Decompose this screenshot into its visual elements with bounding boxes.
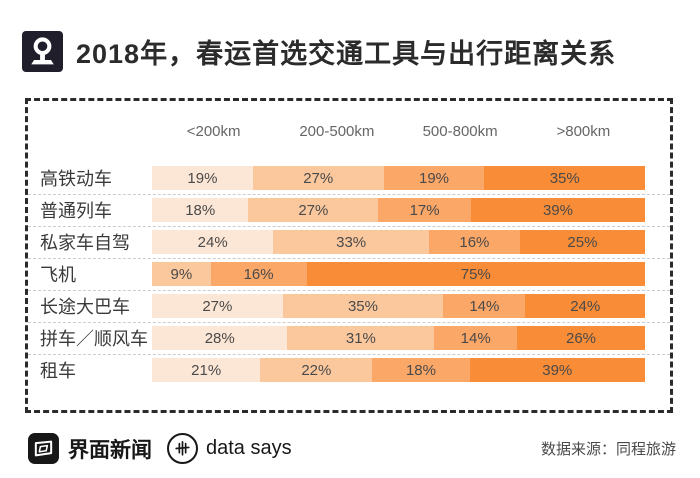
bar-segment: 21% xyxy=(152,358,261,382)
bar-segment: 31% xyxy=(287,326,435,350)
bar-segment: 18% xyxy=(152,198,249,222)
stacked-bar: 18% 27% 17% 39% xyxy=(152,198,645,222)
bar-segment: 35% xyxy=(484,166,645,190)
bar-segment: 14% xyxy=(434,326,518,350)
bar-segment: 25% xyxy=(519,230,645,254)
footer: 界面新闻 data says 数据来源：同程旅游 xyxy=(28,433,676,464)
row-label: 高铁动车 xyxy=(40,169,112,189)
chart-row: 长途大巴车 27% 35% 14% 24% xyxy=(28,294,670,323)
bar-segment: 22% xyxy=(260,358,373,382)
data-says-logo-icon xyxy=(167,433,198,464)
chart-rows: 高铁动车 19% 27% 19% 35% 普通列车 18% 27% 17% 39% 私家车自驾 24%… xyxy=(28,166,670,382)
stacked-bar: 19% 27% 19% 35% xyxy=(152,166,645,190)
bucket-label-over-800km: >800km xyxy=(556,122,611,140)
stacked-bar: 21% 22% 18% 39% xyxy=(152,358,645,382)
bucket-label-under-200km: <200km xyxy=(186,122,241,140)
chart-row: 普通列车 18% 27% 17% 39% xyxy=(28,198,670,227)
stacked-bar: 24% 33% 16% 25% xyxy=(152,230,645,254)
bar-segment: 27% xyxy=(248,198,379,222)
stacked-bar: 27% 35% 14% 24% xyxy=(152,294,645,318)
railway-emblem-icon xyxy=(31,37,54,65)
row-label: 飞机 xyxy=(40,265,76,285)
bar-segment: 26% xyxy=(517,326,645,350)
chart-area: <200km 200-500km 500-800km >800km 高铁动车 19… xyxy=(25,98,673,413)
bar-segment: 9% xyxy=(152,262,211,286)
data-says-glyph-icon xyxy=(175,441,190,456)
bar-segment: 75% xyxy=(306,262,645,286)
jiemian-news-label: 界面新闻 xyxy=(68,438,152,462)
chart-row: 飞机 9% 16% 75% xyxy=(28,262,670,291)
bar-segment: 16% xyxy=(210,262,307,286)
row-label: 租车 xyxy=(40,361,76,381)
row-label: 私家车自驾 xyxy=(40,233,130,253)
jiemian-glyph-icon xyxy=(34,440,53,457)
bar-segment: 19% xyxy=(152,166,253,190)
bar-segment: 35% xyxy=(282,294,444,318)
bucket-label-500-800km: 500-800km xyxy=(422,122,498,140)
chart-row: 私家车自驾 24% 33% 16% 25% xyxy=(28,230,670,259)
bar-segment: 39% xyxy=(469,358,645,382)
jiemian-news-logo-icon xyxy=(28,433,59,464)
bar-segment: 16% xyxy=(428,230,520,254)
bar-segment: 39% xyxy=(470,198,645,222)
page-title: 2018年，春运首选交通工具与出行距离关系 xyxy=(76,39,617,69)
chart-row: 高铁动车 19% 27% 19% 35% xyxy=(28,166,670,195)
row-label: 普通列车 xyxy=(40,201,112,221)
bar-segment: 27% xyxy=(152,294,283,318)
chart-row: 拼车／顺风车 28% 31% 14% 26% xyxy=(28,326,670,355)
stacked-bar: 28% 31% 14% 26% xyxy=(152,326,645,350)
row-label: 拼车／顺风车 xyxy=(40,329,148,349)
chart-row: 租车 21% 22% 18% 39% xyxy=(40,358,645,382)
row-label: 长途大巴车 xyxy=(40,297,130,317)
bar-segment: 18% xyxy=(372,358,470,382)
bar-segment: 24% xyxy=(152,230,274,254)
data-source-label: 数据来源：同程旅游 xyxy=(540,441,676,458)
bar-segment: 27% xyxy=(252,166,384,190)
distance-bucket-header: <200km 200-500km 500-800km >800km xyxy=(152,120,645,142)
data-says-label: data says xyxy=(206,437,292,459)
china-railway-logo-icon xyxy=(22,31,63,72)
stacked-bar: 9% 16% 75% xyxy=(152,262,645,286)
title-bar: 2018年，春运首选交通工具与出行距离关系 xyxy=(22,31,616,72)
bar-segment: 14% xyxy=(443,294,526,318)
bar-segment: 28% xyxy=(152,326,288,350)
bar-segment: 19% xyxy=(383,166,485,190)
bar-segment: 17% xyxy=(378,198,471,222)
bucket-label-200-500km: 200-500km xyxy=(299,122,375,140)
bar-segment: 33% xyxy=(273,230,429,254)
bar-segment: 24% xyxy=(525,294,645,318)
